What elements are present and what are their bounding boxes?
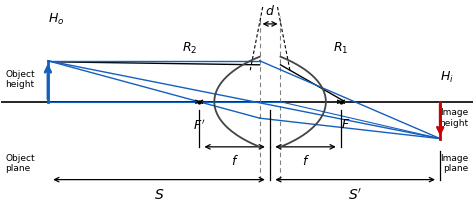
Text: Image
height: Image height xyxy=(439,108,469,128)
Text: Object
height: Object height xyxy=(5,70,35,89)
Text: $S'$: $S'$ xyxy=(348,188,362,203)
Text: $F$: $F$ xyxy=(341,118,350,131)
Text: $H_i$: $H_i$ xyxy=(440,70,454,85)
Text: $F'$: $F'$ xyxy=(193,118,205,133)
Text: $S$: $S$ xyxy=(154,188,164,202)
Text: $f$: $f$ xyxy=(231,154,238,168)
Text: $f$: $f$ xyxy=(301,154,310,168)
Text: $H_o$: $H_o$ xyxy=(48,12,64,27)
Text: Image
plane: Image plane xyxy=(440,154,469,173)
Text: $R_2$: $R_2$ xyxy=(182,41,197,56)
Text: $R_1$: $R_1$ xyxy=(333,41,349,56)
Text: $d$: $d$ xyxy=(265,4,275,18)
Text: Object
plane: Object plane xyxy=(5,154,35,173)
